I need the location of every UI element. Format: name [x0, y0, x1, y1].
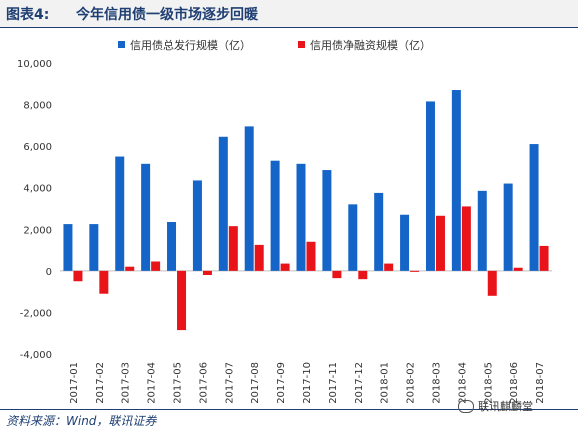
bar-total-issuance	[452, 90, 461, 271]
chart-title: 今年信用债一级市场逐步回暖	[76, 4, 258, 24]
y-tick-label: -2,000	[20, 308, 52, 319]
x-tick-label: 2018-07	[535, 362, 546, 404]
y-tick-label: -4,000	[20, 350, 52, 361]
x-tick-label: 2018-01	[380, 362, 391, 404]
bar-net-financing	[99, 271, 108, 294]
bar-net-financing	[177, 271, 186, 330]
bar-total-issuance	[400, 215, 409, 271]
bar-total-issuance	[219, 137, 228, 271]
bar-net-financing	[332, 271, 341, 278]
bar-total-issuance	[478, 191, 487, 271]
bar-net-financing	[307, 242, 316, 271]
bar-net-financing	[203, 271, 212, 275]
bar-total-issuance	[89, 224, 98, 271]
bar-net-financing	[436, 216, 445, 271]
legend-label: 信用债总发行规模（亿）	[130, 38, 251, 52]
x-tick-label: 2017-06	[198, 362, 209, 404]
bar-net-financing	[384, 264, 393, 271]
bar-total-issuance	[245, 126, 254, 270]
y-tick-label: 4,000	[23, 184, 52, 195]
watermark-text: 联讯麒麟堂	[478, 398, 533, 414]
bar-total-issuance	[297, 164, 306, 271]
x-tick-label: 2017-12	[354, 362, 365, 404]
bar-total-issuance	[193, 180, 202, 270]
bar-total-issuance	[530, 144, 539, 271]
bar-net-financing	[462, 206, 471, 270]
source-note: 资料来源：Wind，联讯证券	[6, 412, 156, 429]
legend-swatch	[298, 41, 305, 48]
x-tick-label: 2017-11	[328, 362, 339, 404]
bar-net-financing	[125, 267, 134, 271]
bar-total-issuance	[348, 204, 357, 271]
x-tick-label: 2017-05	[173, 362, 184, 404]
bar-net-financing	[358, 271, 367, 279]
x-tick-label: 2017-02	[95, 362, 106, 404]
bar-total-issuance	[167, 222, 176, 271]
y-tick-label: 6,000	[23, 142, 52, 153]
bar-total-issuance	[141, 164, 150, 271]
bar-total-issuance	[374, 193, 383, 271]
bar-net-financing	[151, 262, 160, 271]
bars	[63, 90, 548, 330]
x-tick-label: 2017-07	[224, 362, 235, 404]
x-tick-label: 2017-04	[147, 362, 158, 404]
bar-net-financing	[514, 268, 523, 271]
x-tick-label: 2017-01	[69, 362, 80, 404]
bar-net-financing	[410, 271, 419, 272]
y-tick-label: 0	[46, 267, 52, 278]
legend-label: 信用债净融资规模（亿）	[310, 38, 431, 52]
figure-label: 图表4:	[6, 4, 49, 24]
watermark: 联讯麒麟堂	[458, 398, 533, 414]
x-tick-label: 2017-10	[302, 362, 313, 404]
x-tick-label: 2017-08	[250, 362, 261, 404]
x-tick-label: 2018-03	[431, 362, 442, 404]
bar-net-financing	[281, 264, 290, 271]
x-tick-label: 2018-02	[406, 362, 417, 404]
bar-total-issuance	[426, 101, 435, 270]
x-tick-label: 2017-09	[276, 362, 287, 404]
bar-net-financing	[255, 245, 264, 271]
bar-total-issuance	[504, 184, 513, 271]
bar-total-issuance	[63, 224, 72, 271]
y-tick-label: 10,000	[17, 59, 52, 70]
y-tick-label: 8,000	[23, 101, 52, 112]
bar-total-issuance	[322, 170, 331, 271]
wechat-icon	[458, 400, 474, 413]
bar-net-financing	[73, 271, 82, 281]
y-axis: 10,000 8,000 6,000 4,000 2,000 0 -2,000 -4,000	[17, 59, 552, 361]
bar-total-issuance	[115, 157, 124, 271]
bar-net-financing	[229, 226, 238, 271]
bar-net-financing	[540, 246, 549, 271]
bar-net-financing	[488, 271, 497, 296]
legend: 信用债总发行规模（亿） 信用债净融资规模（亿）	[118, 38, 431, 52]
bar-total-issuance	[271, 161, 280, 271]
legend-swatch	[118, 41, 125, 48]
figure-header: 图表4: 今年信用债一级市场逐步回暖	[0, 0, 578, 28]
x-tick-label: 2017-03	[121, 362, 132, 404]
chart: 信用债总发行规模（亿） 信用债净融资规模（亿） 10,000 8,000 6,000 4…	[0, 28, 578, 408]
y-tick-label: 2,000	[23, 225, 52, 236]
